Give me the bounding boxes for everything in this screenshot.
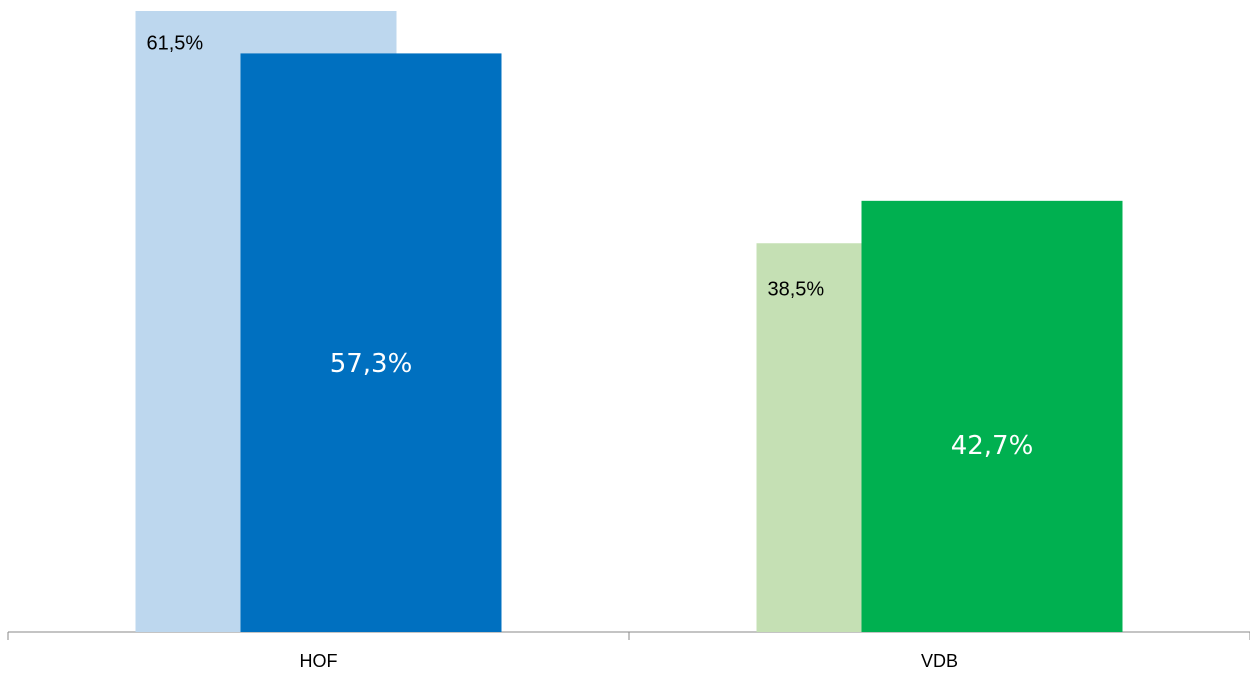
x-tick-label: HOF <box>300 651 338 671</box>
data-label: 42,7% <box>951 431 1034 461</box>
x-tick-label: VDB <box>921 651 958 671</box>
bar <box>861 200 1123 632</box>
data-label: 38,5% <box>768 279 825 301</box>
bar <box>240 53 502 633</box>
data-label: 61,5% <box>147 32 204 54</box>
data-label: 57,3% <box>330 349 413 379</box>
